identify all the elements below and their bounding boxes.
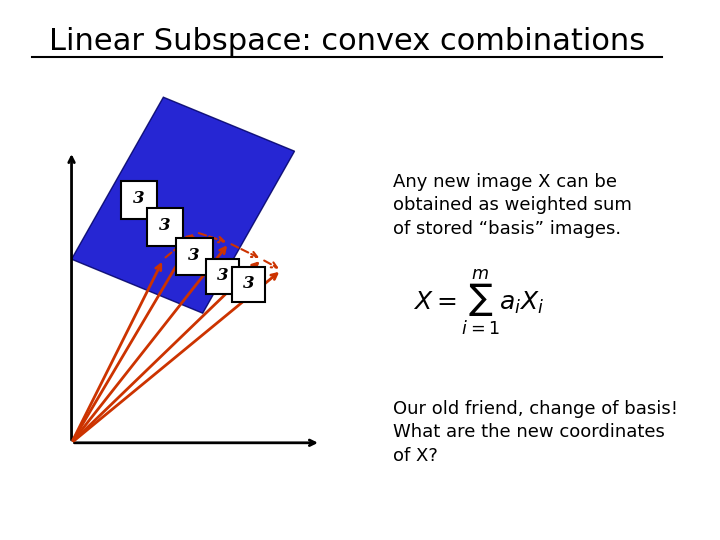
- Text: $X = \sum_{i=1}^{m} a_i X_i$: $X = \sum_{i=1}^{m} a_i X_i$: [413, 267, 544, 338]
- FancyBboxPatch shape: [147, 208, 183, 246]
- Text: 3: 3: [132, 190, 144, 207]
- Polygon shape: [71, 97, 294, 313]
- Text: Linear Subspace: convex combinations: Linear Subspace: convex combinations: [49, 27, 645, 56]
- Text: 3: 3: [189, 247, 200, 264]
- FancyBboxPatch shape: [233, 267, 265, 302]
- Text: Our old friend, change of basis!
What are the new coordinates
of X?: Our old friend, change of basis! What ar…: [393, 400, 678, 465]
- Text: 3: 3: [217, 267, 228, 284]
- Text: 3: 3: [159, 217, 171, 234]
- Text: 3: 3: [243, 275, 254, 292]
- Text: Any new image X can be
obtained as weighted sum
of stored “basis” images.: Any new image X can be obtained as weigh…: [393, 173, 631, 238]
- FancyBboxPatch shape: [176, 238, 212, 275]
- FancyBboxPatch shape: [121, 181, 157, 219]
- FancyBboxPatch shape: [206, 259, 239, 294]
